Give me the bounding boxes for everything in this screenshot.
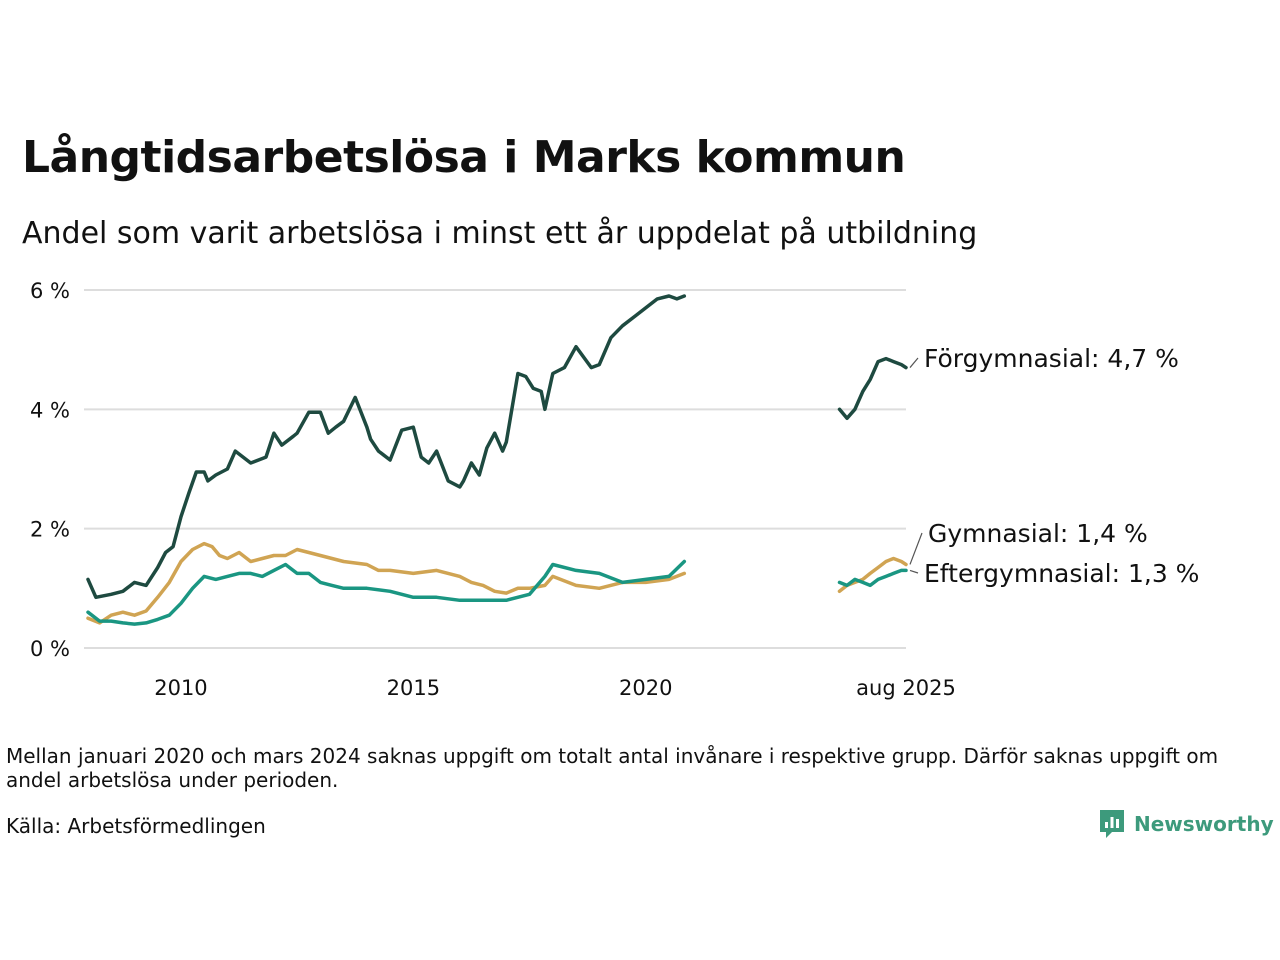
chart-subtitle: Andel som varit arbetslösa i minst ett å… (22, 216, 978, 251)
brand-logo: Newsworthy (1098, 808, 1274, 840)
series-lines (86, 294, 908, 626)
chart-source: Källa: Arbetsförmedlingen (6, 814, 266, 838)
series-label-förgymnasial: Förgymnasial: 4,7 % (924, 344, 1179, 373)
series-line-förgymnasial (837, 356, 908, 421)
label-leader-line (909, 357, 919, 368)
x-tick-label: 2020 (619, 676, 672, 700)
series-line-eftergymnasial (837, 568, 908, 588)
x-tick-label: 2010 (154, 676, 207, 700)
x-axis-tick-labels: 2010 2015 2020 aug 2025 (154, 676, 956, 700)
series-label-gymnasial: Gymnasial: 1,4 % (928, 519, 1148, 548)
series-line-gymnasial (86, 541, 687, 625)
grid-lines (84, 289, 906, 649)
series-line-gymnasial (837, 556, 908, 594)
series-end-labels: Förgymnasial: 4,7 % Gymnasial: 1,4 % Efter… (909, 344, 1199, 588)
series-line-eftergymnasial (86, 559, 687, 626)
y-tick-label: 0 % (30, 637, 70, 661)
y-axis-tick-labels: 0 % 2 % 4 % 6 % (30, 279, 70, 661)
chart-footnote: Mellan januari 2020 och mars 2024 saknas… (6, 744, 1219, 792)
line-chart: 0 % 2 % 4 % 6 % 2010 2015 2020 aug 2025 Förgym… (30, 279, 1199, 700)
brand-name: Newsworthy (1134, 812, 1274, 836)
label-leader-line (909, 532, 923, 565)
y-tick-label: 6 % (30, 279, 70, 303)
label-leader-line (909, 569, 919, 574)
x-tick-label: 2015 (387, 676, 440, 700)
y-tick-label: 4 % (30, 398, 70, 422)
series-line-förgymnasial (86, 294, 687, 600)
newsworthy-logo-icon (1100, 810, 1124, 838)
chart-title: Långtidsarbetslösa i Marks kommun (22, 132, 906, 183)
y-tick-label: 2 % (30, 518, 70, 542)
x-tick-label: aug 2025 (856, 676, 956, 700)
series-label-eftergymnasial: Eftergymnasial: 1,3 % (924, 559, 1199, 588)
